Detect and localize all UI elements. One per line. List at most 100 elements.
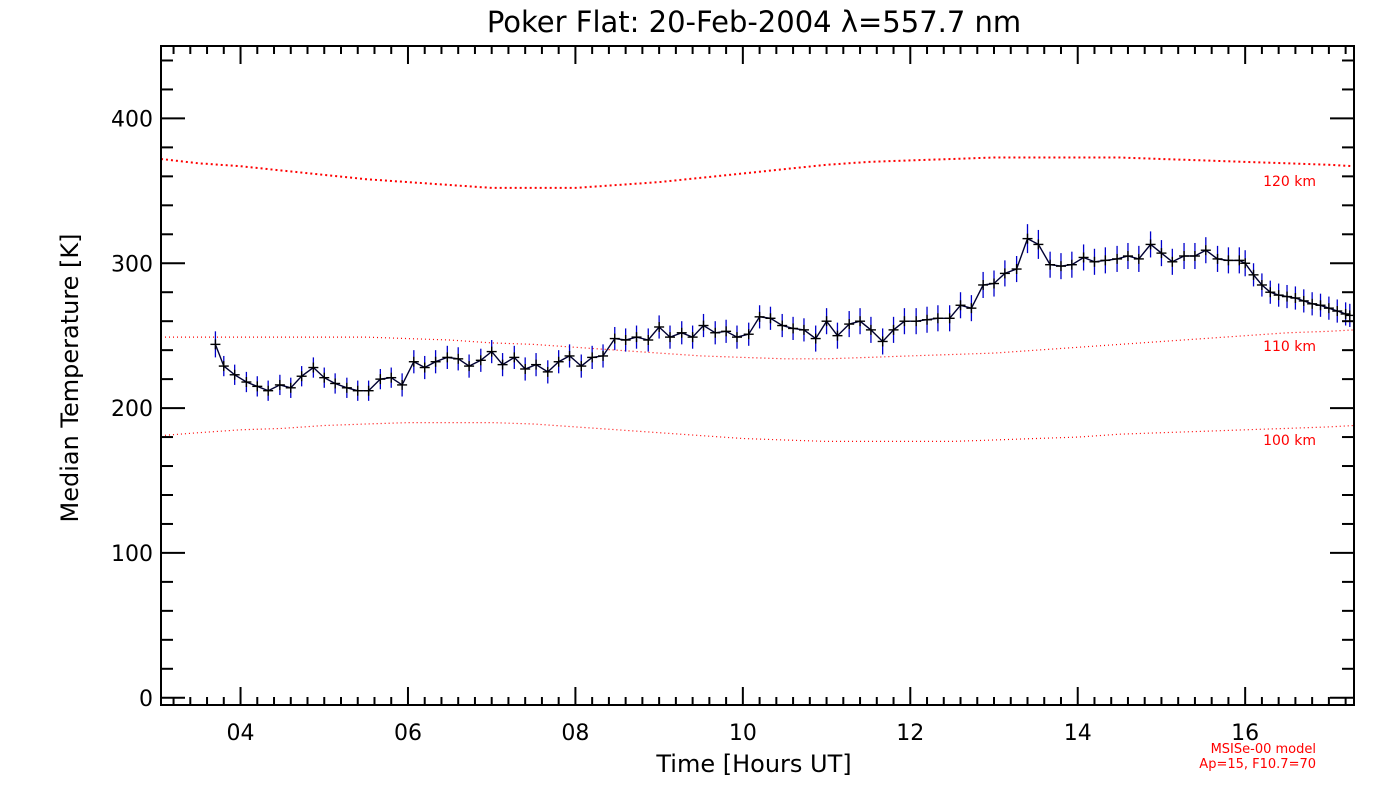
y-tick-label: 300 xyxy=(111,252,153,277)
data-point xyxy=(210,339,221,350)
data-point xyxy=(865,324,876,335)
data-point xyxy=(654,321,665,332)
data-point xyxy=(832,330,843,341)
data-point xyxy=(932,313,943,324)
model-label-120km: 120 km xyxy=(1263,174,1316,190)
data-point xyxy=(1315,300,1326,311)
data-point xyxy=(252,381,263,392)
data-point xyxy=(698,320,709,331)
data-point xyxy=(1078,252,1089,263)
data-point xyxy=(1089,256,1100,267)
data-point xyxy=(1307,298,1318,309)
data-point xyxy=(442,352,453,363)
data-point xyxy=(509,352,520,363)
data-point xyxy=(944,313,955,324)
plot-frame xyxy=(160,45,1355,706)
y-tick-label: 100 xyxy=(111,542,153,567)
data-point xyxy=(229,369,240,380)
data-point xyxy=(1200,245,1211,256)
model-note-name: MSISe-00 model xyxy=(1211,742,1316,757)
data-point xyxy=(486,346,497,357)
data-point xyxy=(888,324,899,335)
data-point xyxy=(241,377,252,388)
data-point xyxy=(464,361,475,372)
data-point xyxy=(777,320,788,331)
data-point xyxy=(743,329,754,340)
data-point xyxy=(598,350,609,361)
data-point xyxy=(1256,279,1267,290)
x-tick-label: 04 xyxy=(227,721,255,746)
data-point xyxy=(989,278,1000,289)
data-point xyxy=(765,313,776,324)
data-point xyxy=(1212,253,1223,264)
y-axis-ticks: 0 100 200 300 400 xyxy=(111,59,1354,712)
data-point xyxy=(810,333,821,344)
data-point xyxy=(285,382,296,393)
x-tick-label: 10 xyxy=(729,721,757,746)
data-point xyxy=(520,363,531,374)
data-point xyxy=(1323,303,1334,314)
x-tick-label: 06 xyxy=(394,721,422,746)
data-point xyxy=(397,379,408,390)
model-curves xyxy=(160,156,1355,442)
chart-title: Poker Flat: 20-Feb-2004 λ=557.7 nm xyxy=(487,5,1021,39)
data-point xyxy=(821,316,832,327)
data-point xyxy=(1332,306,1343,317)
data-point xyxy=(1066,259,1077,270)
data-point xyxy=(1282,291,1293,302)
data-point xyxy=(966,303,977,314)
data-point xyxy=(419,362,430,373)
x-axis-label: Time [Hours UT] xyxy=(655,750,851,778)
data-point xyxy=(1156,248,1167,259)
data-point xyxy=(1011,264,1022,275)
data-point xyxy=(408,356,419,367)
model-note-params: Ap=15, F10.7=70 xyxy=(1199,757,1316,772)
x-tick-label: 12 xyxy=(896,721,924,746)
data-point xyxy=(1145,239,1156,250)
data-point xyxy=(1055,261,1066,272)
data-point xyxy=(631,332,642,343)
data-point xyxy=(1234,255,1245,266)
data-point xyxy=(263,385,274,396)
data-point xyxy=(542,366,553,377)
data-point xyxy=(1290,293,1301,304)
data-point xyxy=(375,374,386,385)
data-point xyxy=(1273,290,1284,301)
data-point xyxy=(1033,239,1044,250)
model-curve-120km xyxy=(160,156,1355,189)
measured-series xyxy=(210,224,1355,401)
x-tick-label: 16 xyxy=(1231,721,1259,746)
data-point xyxy=(308,362,319,373)
y-tick-label: 400 xyxy=(111,107,153,132)
data-point xyxy=(1189,251,1200,262)
data-point xyxy=(1022,233,1033,244)
data-point xyxy=(643,335,654,346)
data-point xyxy=(330,378,341,389)
data-point xyxy=(274,379,285,390)
model-label-110km: 110 km xyxy=(1263,339,1316,355)
y-tick-label: 0 xyxy=(139,687,153,712)
data-point xyxy=(978,279,989,290)
data-point xyxy=(352,385,363,396)
data-point xyxy=(341,382,352,393)
data-point xyxy=(218,361,229,372)
data-point xyxy=(564,350,575,361)
data-point xyxy=(1100,255,1111,266)
data-point xyxy=(999,268,1010,279)
data-point xyxy=(855,316,866,327)
data-point xyxy=(1045,259,1056,270)
data-point xyxy=(1133,253,1144,264)
data-point xyxy=(1340,308,1351,319)
data-point xyxy=(363,385,374,396)
data-point xyxy=(1223,255,1234,266)
data-point xyxy=(798,324,809,335)
data-point xyxy=(754,311,765,322)
data-point xyxy=(710,327,721,338)
data-point xyxy=(475,355,486,366)
data-point xyxy=(899,316,910,327)
data-point xyxy=(576,361,587,372)
model-curve-110km xyxy=(161,329,1355,360)
data-point xyxy=(922,314,933,325)
data-point xyxy=(553,356,564,367)
